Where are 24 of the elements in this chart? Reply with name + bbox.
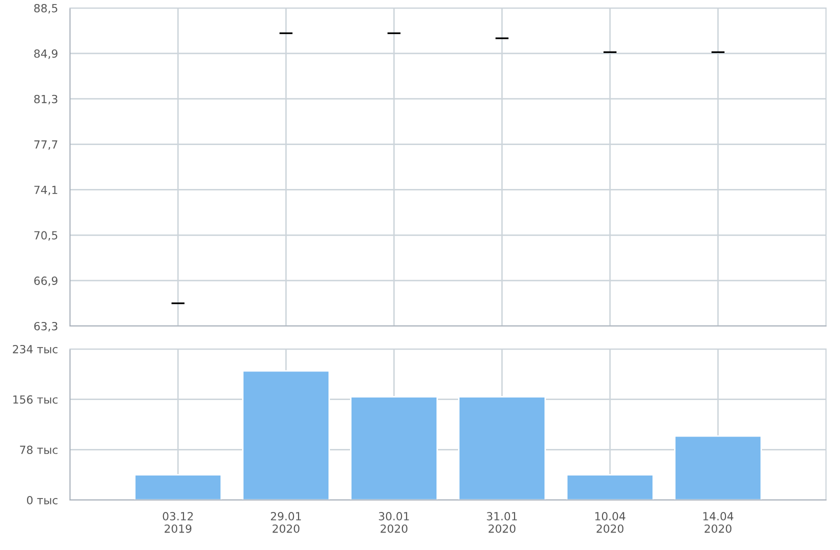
x-tick-label: 10.04 2020 [595,512,626,533]
x-tick-label: 30.01 2020 [378,512,409,533]
x-tick-label: 31.01 2020 [486,512,517,533]
y-tick-label: 0 тыс [26,496,58,504]
y-tick-label: 81,3 [34,94,58,104]
y-tick-label: 156 тыс [13,395,58,404]
y-tick-label: 77,7 [34,140,58,150]
y-tick-label: 78 тыс [20,446,58,454]
y-tick-label: 70,5 [34,231,58,241]
bar [674,435,762,500]
y-tick-label: 234 тыс [12,344,58,354]
bar [458,396,546,500]
bar [566,474,654,500]
bar [350,396,438,500]
y-tick-label: 88,5 [34,4,58,14]
bar [134,474,222,500]
y-tick-label: 74,1 [34,186,58,196]
y-tick-label: 63,3 [34,322,58,332]
x-tick-label: 14.04 2020 [703,512,734,533]
x-tick-label: 03.12 2019 [162,512,193,533]
y-tick-label: 84,9 [34,49,58,59]
y-tick-label: 66,9 [34,276,58,286]
bar [242,370,330,500]
x-tick-label: 29.01 2020 [270,512,301,533]
